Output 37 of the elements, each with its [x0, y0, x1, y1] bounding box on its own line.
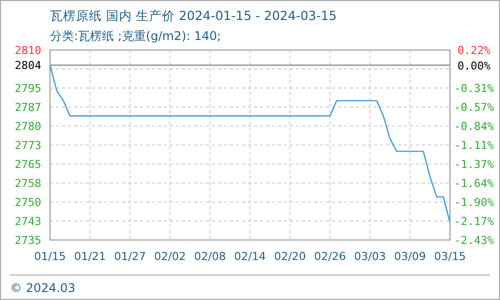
y2-tick-label: -0.31%: [454, 82, 494, 95]
y2-tick-label: 0.00%: [457, 60, 491, 73]
y2-tick-label: -1.37%: [454, 158, 494, 171]
y2-tick-label: -1.90%: [454, 196, 494, 209]
x-tick-label: 03/03: [354, 250, 386, 263]
chart-subtitle: 分类:瓦楞纸 ;克重(g/m2): 140;: [50, 29, 222, 43]
line-series: [49, 64, 451, 223]
y-tick-label: 2765: [14, 158, 42, 171]
chart-title: 瓦楞原纸 国内 生产价 2024-01-15 - 2024-03-15: [50, 8, 337, 23]
x-tick-label: 02/26: [314, 250, 346, 263]
y2-tick-label: -2.17%: [454, 214, 494, 228]
text: © 2024.03: [10, 281, 76, 295]
y-tick-label: 2750: [14, 196, 42, 209]
x-tick-label: 02/14: [234, 250, 266, 263]
y2-tick-label: -1.11%: [454, 138, 494, 152]
y2-tick-label: -2.43%: [454, 234, 494, 247]
y-tick-label: 2743: [14, 214, 42, 228]
y2-tick-label: -1.64%: [454, 176, 494, 190]
x-tick-label: 01/21: [74, 250, 106, 263]
y-tick-label: 2787: [14, 100, 42, 114]
y2-tick-label: -0.84%: [454, 120, 494, 133]
x-tick-label: 03/15: [434, 250, 466, 263]
x-tick-label: 02/20: [274, 250, 306, 263]
y-tick-label: 2773: [14, 138, 42, 152]
y-tick-label: 2795: [14, 82, 42, 95]
x-tick-label: 02/02: [154, 250, 186, 263]
y-tick-label: 2780: [14, 120, 42, 133]
x-tick-label: 03/09: [394, 250, 426, 263]
x-tick-label: 02/08: [194, 250, 226, 263]
x-tick-label: 01/15: [34, 250, 66, 263]
y-tick-label: 2735: [14, 234, 42, 247]
y2-tick-label: 0.22%: [457, 44, 491, 57]
y2-tick-label: -0.57%: [454, 100, 494, 114]
y-tick-label: 2758: [14, 176, 42, 190]
ref-line-label: 2804: [14, 59, 42, 72]
y-tick-label: 2810: [14, 44, 42, 57]
x-tick-label: 01/27: [114, 250, 146, 263]
